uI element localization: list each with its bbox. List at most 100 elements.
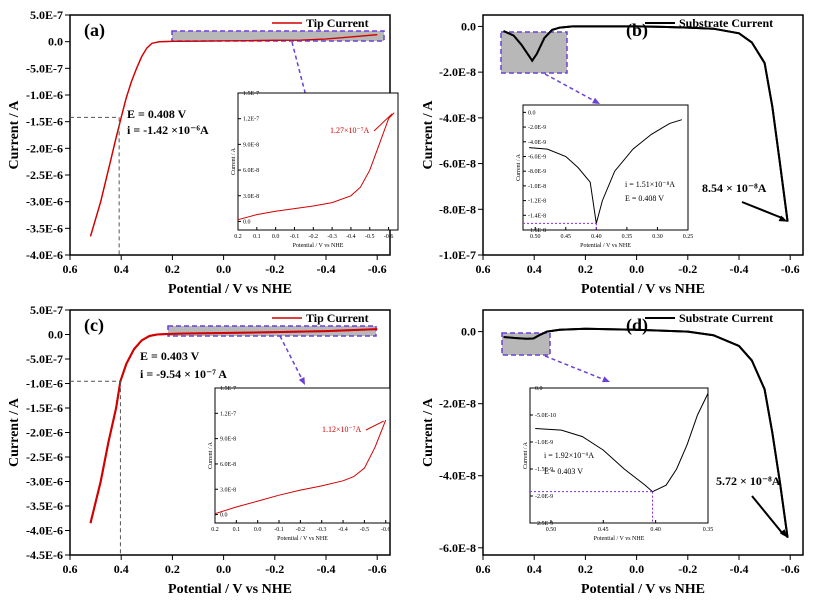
inset-y-tick-label: 0.0: [243, 219, 251, 225]
panel-label: (a): [84, 20, 105, 41]
inset-x-tick-label: 0.45: [598, 527, 609, 533]
y-tick-label: -5.0E-7: [26, 61, 63, 75]
inset-x-tick-label: 0.1: [253, 234, 261, 240]
inset-y-tick-label: 0.0: [535, 386, 543, 392]
legend-label: Tip Current: [306, 311, 369, 325]
x-tick-label: -0.6: [781, 262, 800, 276]
y-tick-label: -2.5E-6: [26, 168, 63, 182]
inset-y-tick-label: -2.5E-9: [535, 521, 553, 527]
data-line-overlay: [503, 25, 789, 222]
x-tick-label: 0.0: [216, 262, 231, 276]
inset-y-tick-label: -1.6E-8: [528, 228, 546, 234]
panel-d: 0.6 0.4 0.2 0.0 -0.2 -0.4 -0.6 0.0 -2.0E-8 -4.0E-…: [421, 309, 804, 597]
inset-x-tick-label: -0.2: [296, 527, 306, 533]
highlight-box: [500, 31, 568, 74]
inset-y-tick-label: 3.0E-8: [220, 487, 236, 493]
pointer-line: [544, 355, 611, 383]
x-tick-label: -0.2: [678, 262, 697, 276]
y-tick-label: -5.0E-7: [26, 352, 63, 366]
y-tick-label: -2.0E-6: [26, 141, 63, 155]
x-tick-label: -0.6: [368, 262, 387, 276]
y-axis-label: Current / A: [7, 100, 22, 170]
inset-y-tick-label: 0.0: [528, 110, 536, 116]
inset-x-tick-label: 0.2: [211, 527, 219, 533]
pointer-line: [291, 41, 309, 105]
inset-x-tick-label: -0.4: [346, 234, 356, 240]
y-tick-label: -4.0E-6: [26, 524, 63, 538]
plot-frame: [482, 309, 804, 556]
x-tick-label: -0.6: [368, 562, 387, 576]
y-tick-label: -6.0E-8: [439, 157, 476, 171]
x-tick-label: -0.6: [781, 562, 800, 576]
inset-x-tick-label: -0.3: [317, 527, 327, 533]
inset-y-tick-label: -1.5E-9: [535, 467, 553, 473]
inset-data-line: [529, 119, 683, 224]
y-tick-label: -6.0E-8: [439, 541, 476, 555]
inset-x-tick-label: -0.2: [309, 234, 319, 240]
inset-x-tick-label: -0.6: [384, 234, 394, 240]
inset-b: 0.50 0.45 0.40 0.35 0.30 0.25 0.0 -2.0E-9 -4.0E-…: [516, 104, 693, 249]
inset-y-tick-label: 0.0: [220, 513, 228, 519]
inset-annotation-line-1: i = 1.51×10⁻⁸A: [625, 180, 675, 189]
data-line-overlay: [503, 327, 789, 538]
inset-x-axis-label: Potential / V vs NHE: [580, 243, 631, 249]
pointer-line: [544, 73, 601, 105]
inset-annotation-line-2: E = 0.408 V: [625, 194, 664, 203]
inset-y-tick-label: -2.0E-9: [528, 125, 546, 131]
annotation-arrowhead: [778, 215, 788, 222]
x-axis-label: Potential / V vs NHE: [581, 282, 705, 297]
x-tick-label: 0.4: [114, 262, 129, 276]
inset-x-tick-label: 0.40: [650, 527, 661, 533]
inset-y-tick-label: 1.2E-7: [220, 411, 236, 417]
inset-annotation-arrow: [373, 113, 393, 132]
x-tick-label: 0.4: [527, 262, 542, 276]
y-tick-label: -1.5E-6: [26, 401, 63, 415]
inset-x-tick-label: 0.35: [622, 234, 633, 240]
highlight-box: [501, 332, 551, 356]
x-tick-label: -0.4: [730, 262, 749, 276]
y-tick-label: -2.0E-8: [439, 397, 476, 411]
inset-x-tick-label: 0.40: [591, 234, 602, 240]
panel-label: (b): [626, 20, 648, 41]
inset-a: 0.2 0.1 0.0 -0.1 -0.2 -0.3 -0.4 -0.5 -0.6 1.5E-7 1…: [231, 91, 399, 249]
panel-c: 0.6 0.4 0.2 0.0 -0.2 -0.4 -0.6 5.0E-7 0.0 -5.0E-7…: [7, 303, 391, 597]
y-tick-label: -8.0E-8: [439, 202, 476, 216]
annotation-line-1: E = 0.408 V: [127, 107, 187, 121]
inset-x-tick-label: -0.3: [327, 234, 337, 240]
inset-x-tick-label: 0.50: [546, 527, 557, 533]
plot-frame: [482, 14, 804, 256]
x-tick-label: 0.6: [476, 262, 491, 276]
inset-x-axis-label: Potential / V vs NHE: [293, 243, 344, 249]
x-tick-label: 0.6: [63, 562, 78, 576]
y-tick-label: -1.0E-6: [26, 377, 63, 391]
y-tick-label: -1.0E-7: [439, 248, 476, 262]
x-tick-label: -0.4: [317, 562, 336, 576]
y-tick-label: -1.5E-6: [26, 115, 63, 129]
inset-y-axis-label: Current / A: [516, 153, 522, 181]
inset-y-tick-label: -4.0E-9: [528, 140, 546, 146]
inset-frame: [214, 387, 391, 524]
pointer-arrowhead: [592, 97, 600, 104]
x-tick-label: 0.0: [216, 562, 231, 576]
x-tick-label: 0.2: [165, 562, 180, 576]
x-tick-label: 0.2: [578, 562, 593, 576]
x-axis-label: Potential / V vs NHE: [581, 582, 705, 597]
highlight-box: [171, 30, 385, 42]
x-tick-label: 0.6: [476, 562, 491, 576]
x-tick-label: 0.2: [165, 262, 180, 276]
inset-x-tick-label: 0.50: [530, 234, 541, 240]
y-tick-label: -4.0E-6: [26, 248, 63, 262]
x-tick-label: -0.4: [730, 562, 749, 576]
pointer-arrowhead: [298, 377, 305, 385]
x-tick-label: -0.4: [317, 262, 336, 276]
annotation-line-2: i = -9.54 × 10⁻⁷ A: [140, 367, 227, 381]
inset-x-tick-label: -0.6: [381, 527, 391, 533]
panel-label: (c): [84, 315, 104, 336]
y-tick-label: -4.0E-8: [439, 111, 476, 125]
inset-x-tick-label: 0.2: [234, 234, 242, 240]
legend-label: Substrate Current: [679, 311, 773, 325]
inset-data-line: [214, 419, 387, 515]
inset-y-axis-label: Current / A: [231, 147, 237, 175]
y-tick-label: -2.5E-6: [26, 450, 63, 464]
inset-y-tick-label: -8.0E-9: [528, 169, 546, 175]
